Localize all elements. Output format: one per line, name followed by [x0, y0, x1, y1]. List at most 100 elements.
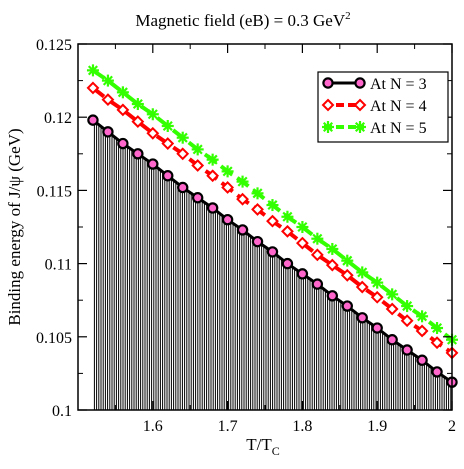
legend-entry-3: At N = 5 [322, 120, 427, 137]
series-2-point [355, 280, 369, 294]
series-2-point [430, 336, 444, 350]
series-3-point [131, 98, 144, 111]
legend: At N = 3 At N = 4 At N = 5 [317, 71, 449, 143]
series-3-point [221, 165, 234, 178]
series-1-point [386, 334, 398, 346]
x-tick-label: 1.7 [218, 418, 238, 435]
series-2-point [146, 126, 160, 140]
series-1-point [431, 366, 443, 378]
legend-entry-1: At N = 3 [322, 76, 427, 93]
series-3-point [431, 322, 444, 335]
series-2-point [295, 236, 309, 250]
series-1-point [147, 158, 159, 170]
series-2-point [101, 93, 115, 107]
series-1-point [281, 257, 294, 270]
series-1-point [251, 235, 264, 248]
series-2-point [400, 314, 414, 328]
series-1-point [401, 344, 413, 356]
series-2-point [340, 268, 354, 282]
series-2-point [370, 290, 384, 304]
series-3-point [86, 64, 99, 77]
series-2-point [221, 181, 235, 194]
y-tick-label: 0.1 [52, 403, 72, 420]
series-1-point [236, 224, 249, 236]
series-1-point [132, 148, 144, 160]
series-3-point [116, 86, 129, 99]
series-2-point [385, 302, 399, 316]
series-2-point [176, 147, 190, 161]
series-3-point [266, 199, 279, 212]
legend-marker [353, 98, 367, 112]
chart-title-text: Magnetic field (eB) = 0.3 GeV [135, 11, 345, 30]
series-1-point [87, 114, 99, 126]
x-tick-label: 2 [448, 418, 456, 435]
y-tick-label: 0.115 [37, 183, 72, 200]
series-1-point [341, 300, 353, 312]
y-tick-label: 0.105 [36, 330, 72, 347]
x-axis-label-subscript: C [272, 444, 280, 458]
chart-title-superscript: 2 [345, 10, 351, 22]
legend-label: At N = 5 [370, 120, 427, 137]
axis-ticks: 1.6 1.7 1.8 1.9 2 0.1 0.105 0.11 0.115 0.12 0.125 [36, 37, 456, 435]
series-1-point [177, 181, 189, 194]
series-3-point [161, 119, 174, 132]
series-2-point [206, 169, 220, 183]
series-2-point [116, 103, 130, 117]
legend-entry-2: At N = 4 [321, 98, 427, 115]
series-1-point [266, 246, 279, 258]
x-tick-label: 1.6 [143, 418, 163, 435]
series-1-point [117, 137, 129, 150]
series-3-point [206, 153, 219, 166]
series-3-point [341, 254, 354, 267]
series-2-point [161, 137, 175, 150]
series-2-point [131, 115, 145, 129]
legend-marker [322, 121, 334, 133]
legend-marker [322, 77, 334, 89]
hatched-fill [93, 121, 452, 410]
x-axis-label-text: T/T [246, 435, 272, 454]
series-2-point [415, 324, 429, 338]
legend-marker [354, 77, 366, 89]
series-1-point [326, 290, 339, 302]
series-1-point [311, 278, 324, 290]
series-1-point [356, 312, 368, 324]
series-3-point [281, 210, 294, 223]
series-3-point [326, 242, 339, 255]
series-3-point [236, 175, 249, 188]
legend-marker [354, 121, 366, 133]
y-axis-label: Binding energy of J/ψ (GeV) [5, 128, 24, 325]
series-3-point [371, 276, 384, 289]
legend-marker [321, 98, 335, 112]
legend-label: At N = 4 [370, 98, 427, 115]
series-1-point [416, 354, 428, 366]
series-1-point [191, 192, 204, 204]
y-tick-label: 0.125 [36, 37, 72, 54]
series-1-point [371, 322, 383, 334]
series-1-point [206, 202, 219, 214]
series-2-point [86, 81, 100, 95]
x-tick-label: 1.8 [292, 418, 312, 435]
chart-title: Magnetic field (eB) = 0.3 GeV2 [135, 10, 350, 30]
series-3-point [191, 143, 204, 156]
y-tick-label: 0.11 [45, 257, 72, 274]
series-1-point [296, 268, 309, 280]
x-axis-label: T/TC [246, 435, 280, 458]
series-2-point [325, 258, 339, 272]
y-tick-label: 0.12 [44, 110, 72, 127]
series-1-point [162, 170, 174, 182]
series-1-point [102, 126, 114, 138]
x-tick-label: 1.9 [367, 418, 387, 435]
series-2-point [310, 248, 324, 262]
series-markers [86, 64, 459, 388]
series-2-point [266, 214, 279, 228]
series-3-point [176, 131, 189, 144]
series-1-point [221, 213, 234, 226]
series-2-point [191, 159, 205, 172]
series-3-point [251, 187, 264, 200]
series-3-point [311, 232, 324, 245]
series-2-point [236, 192, 249, 206]
legend-label: At N = 3 [370, 76, 427, 93]
series-3-point [101, 74, 114, 87]
series-2-point [281, 224, 294, 238]
